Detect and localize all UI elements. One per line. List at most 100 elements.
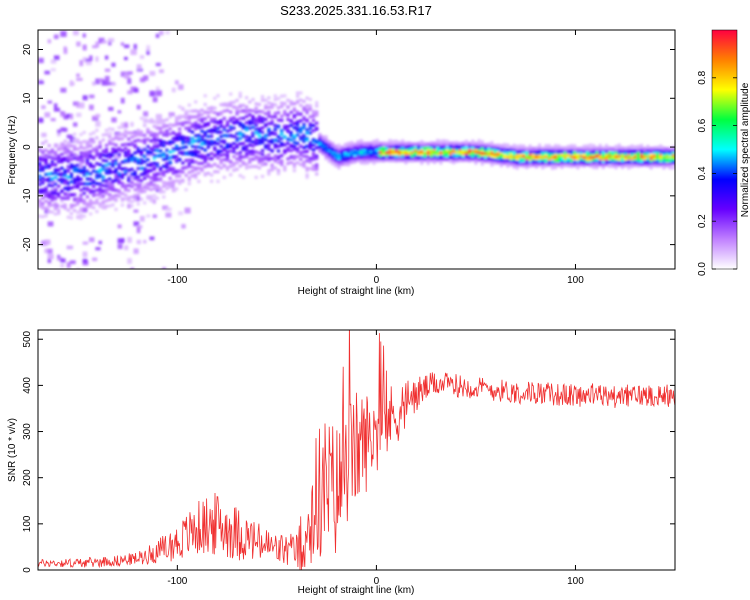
heatmap-cell	[573, 144, 577, 148]
heatmap-cell	[73, 101, 79, 106]
heatmap-cell	[643, 157, 647, 161]
heatmap-cell	[168, 127, 172, 131]
heatmap-cell	[222, 146, 226, 150]
heatmap-cell	[168, 115, 172, 119]
heatmap-cell	[378, 150, 382, 154]
heatmap-cell	[302, 133, 306, 137]
spectrogram-frame	[37, 29, 676, 270]
heatmap-cell	[213, 125, 217, 129]
heatmap-cell	[509, 148, 513, 152]
heatmap-cell	[302, 116, 306, 120]
heatmap-cell	[366, 143, 370, 147]
heatmap-cell	[633, 154, 637, 158]
heatmap-cell	[346, 155, 351, 159]
heatmap-cell	[53, 151, 58, 154]
heatmap-cell	[238, 116, 242, 120]
heatmap-cell	[206, 162, 210, 166]
heatmap-cell	[356, 140, 360, 144]
heatmap-cell	[216, 94, 220, 98]
heatmap-cell	[47, 153, 54, 157]
heatmap-cell	[133, 156, 137, 160]
heatmap-cell	[114, 131, 121, 137]
heatmap-cell	[104, 55, 109, 60]
heatmap-cell	[311, 157, 316, 161]
heatmap-cell	[397, 148, 402, 152]
heatmap-cell	[155, 90, 162, 97]
heatmap-cell	[168, 132, 172, 136]
heatmap-cell	[264, 144, 268, 148]
heatmap-cell	[238, 123, 242, 127]
heatmap-cell	[264, 157, 268, 161]
heatmap-cell	[512, 165, 516, 169]
heatmap-cell	[257, 156, 261, 160]
heatmap-cell	[353, 157, 357, 161]
heatmap-cell	[423, 142, 427, 145]
heatmap-cell	[98, 175, 102, 178]
heatmap-cell	[598, 155, 602, 158]
heatmap-cell	[655, 150, 660, 154]
heatmap-cell	[442, 154, 446, 158]
heatmap-cell	[260, 98, 265, 102]
heatmap-cell	[630, 144, 634, 148]
heatmap-cell	[79, 213, 83, 217]
heatmap-cell	[267, 133, 271, 137]
heatmap-cell	[194, 153, 198, 157]
heatmap-cell	[53, 203, 59, 209]
heatmap-cell	[668, 148, 672, 152]
heatmap-cell	[136, 104, 141, 110]
heatmap-cell	[66, 175, 70, 179]
heatmap-cell	[525, 166, 529, 170]
heatmap-cell	[222, 163, 226, 167]
heatmap-cell	[184, 121, 188, 124]
heatmap-cell	[397, 152, 402, 156]
heatmap-cell	[251, 152, 255, 156]
heatmap-cell	[44, 208, 50, 214]
heatmap-cell	[276, 172, 281, 176]
heatmap-cell	[53, 107, 60, 112]
heatmap-cell	[108, 127, 112, 131]
heatmap-cell	[289, 119, 293, 123]
heatmap-cell	[69, 166, 73, 170]
heatmap-cell	[175, 158, 179, 162]
heatmap-cell	[260, 120, 265, 124]
heatmap-cell	[47, 204, 51, 208]
heatmap-cell	[235, 152, 239, 156]
heatmap-cell	[104, 128, 109, 132]
heatmap-cell	[76, 267, 80, 269]
heatmap-cell	[229, 149, 233, 153]
heatmap-cell	[267, 169, 271, 173]
heatmap-cell	[139, 139, 144, 143]
heatmap-cell	[544, 146, 548, 150]
heatmap-cell	[108, 152, 112, 156]
heatmap-cell	[235, 109, 239, 113]
heatmap-cell	[531, 152, 535, 156]
heatmap-cell	[165, 169, 169, 173]
heatmap-cell	[442, 150, 446, 154]
heatmap-cell	[503, 160, 507, 164]
heatmap-cell	[302, 108, 306, 112]
heatmap-cell	[171, 123, 175, 127]
heatmap-cell	[547, 162, 551, 166]
heatmap-cell	[296, 110, 300, 114]
heatmap-cell	[624, 157, 628, 161]
heatmap-cell	[296, 112, 300, 116]
heatmap-cell	[184, 126, 188, 130]
heatmap-cell	[89, 237, 95, 243]
heatmap-cell	[111, 82, 116, 86]
heatmap-cell	[225, 102, 230, 106]
snr-xtick-label: 0	[374, 576, 380, 587]
heatmap-cell	[44, 194, 48, 198]
heatmap-cell	[47, 254, 54, 260]
heatmap-cell	[525, 146, 529, 150]
heatmap-cell	[60, 180, 64, 184]
heatmap-cell	[60, 204, 64, 208]
heatmap-cell	[318, 141, 322, 145]
heatmap-cell	[299, 119, 303, 123]
heatmap-cell	[127, 156, 131, 160]
heatmap-cell	[350, 156, 354, 160]
heatmap-cell	[267, 127, 271, 131]
heatmap-cell	[76, 147, 80, 151]
heatmap-cell	[92, 206, 96, 210]
heatmap-cell	[101, 184, 105, 187]
